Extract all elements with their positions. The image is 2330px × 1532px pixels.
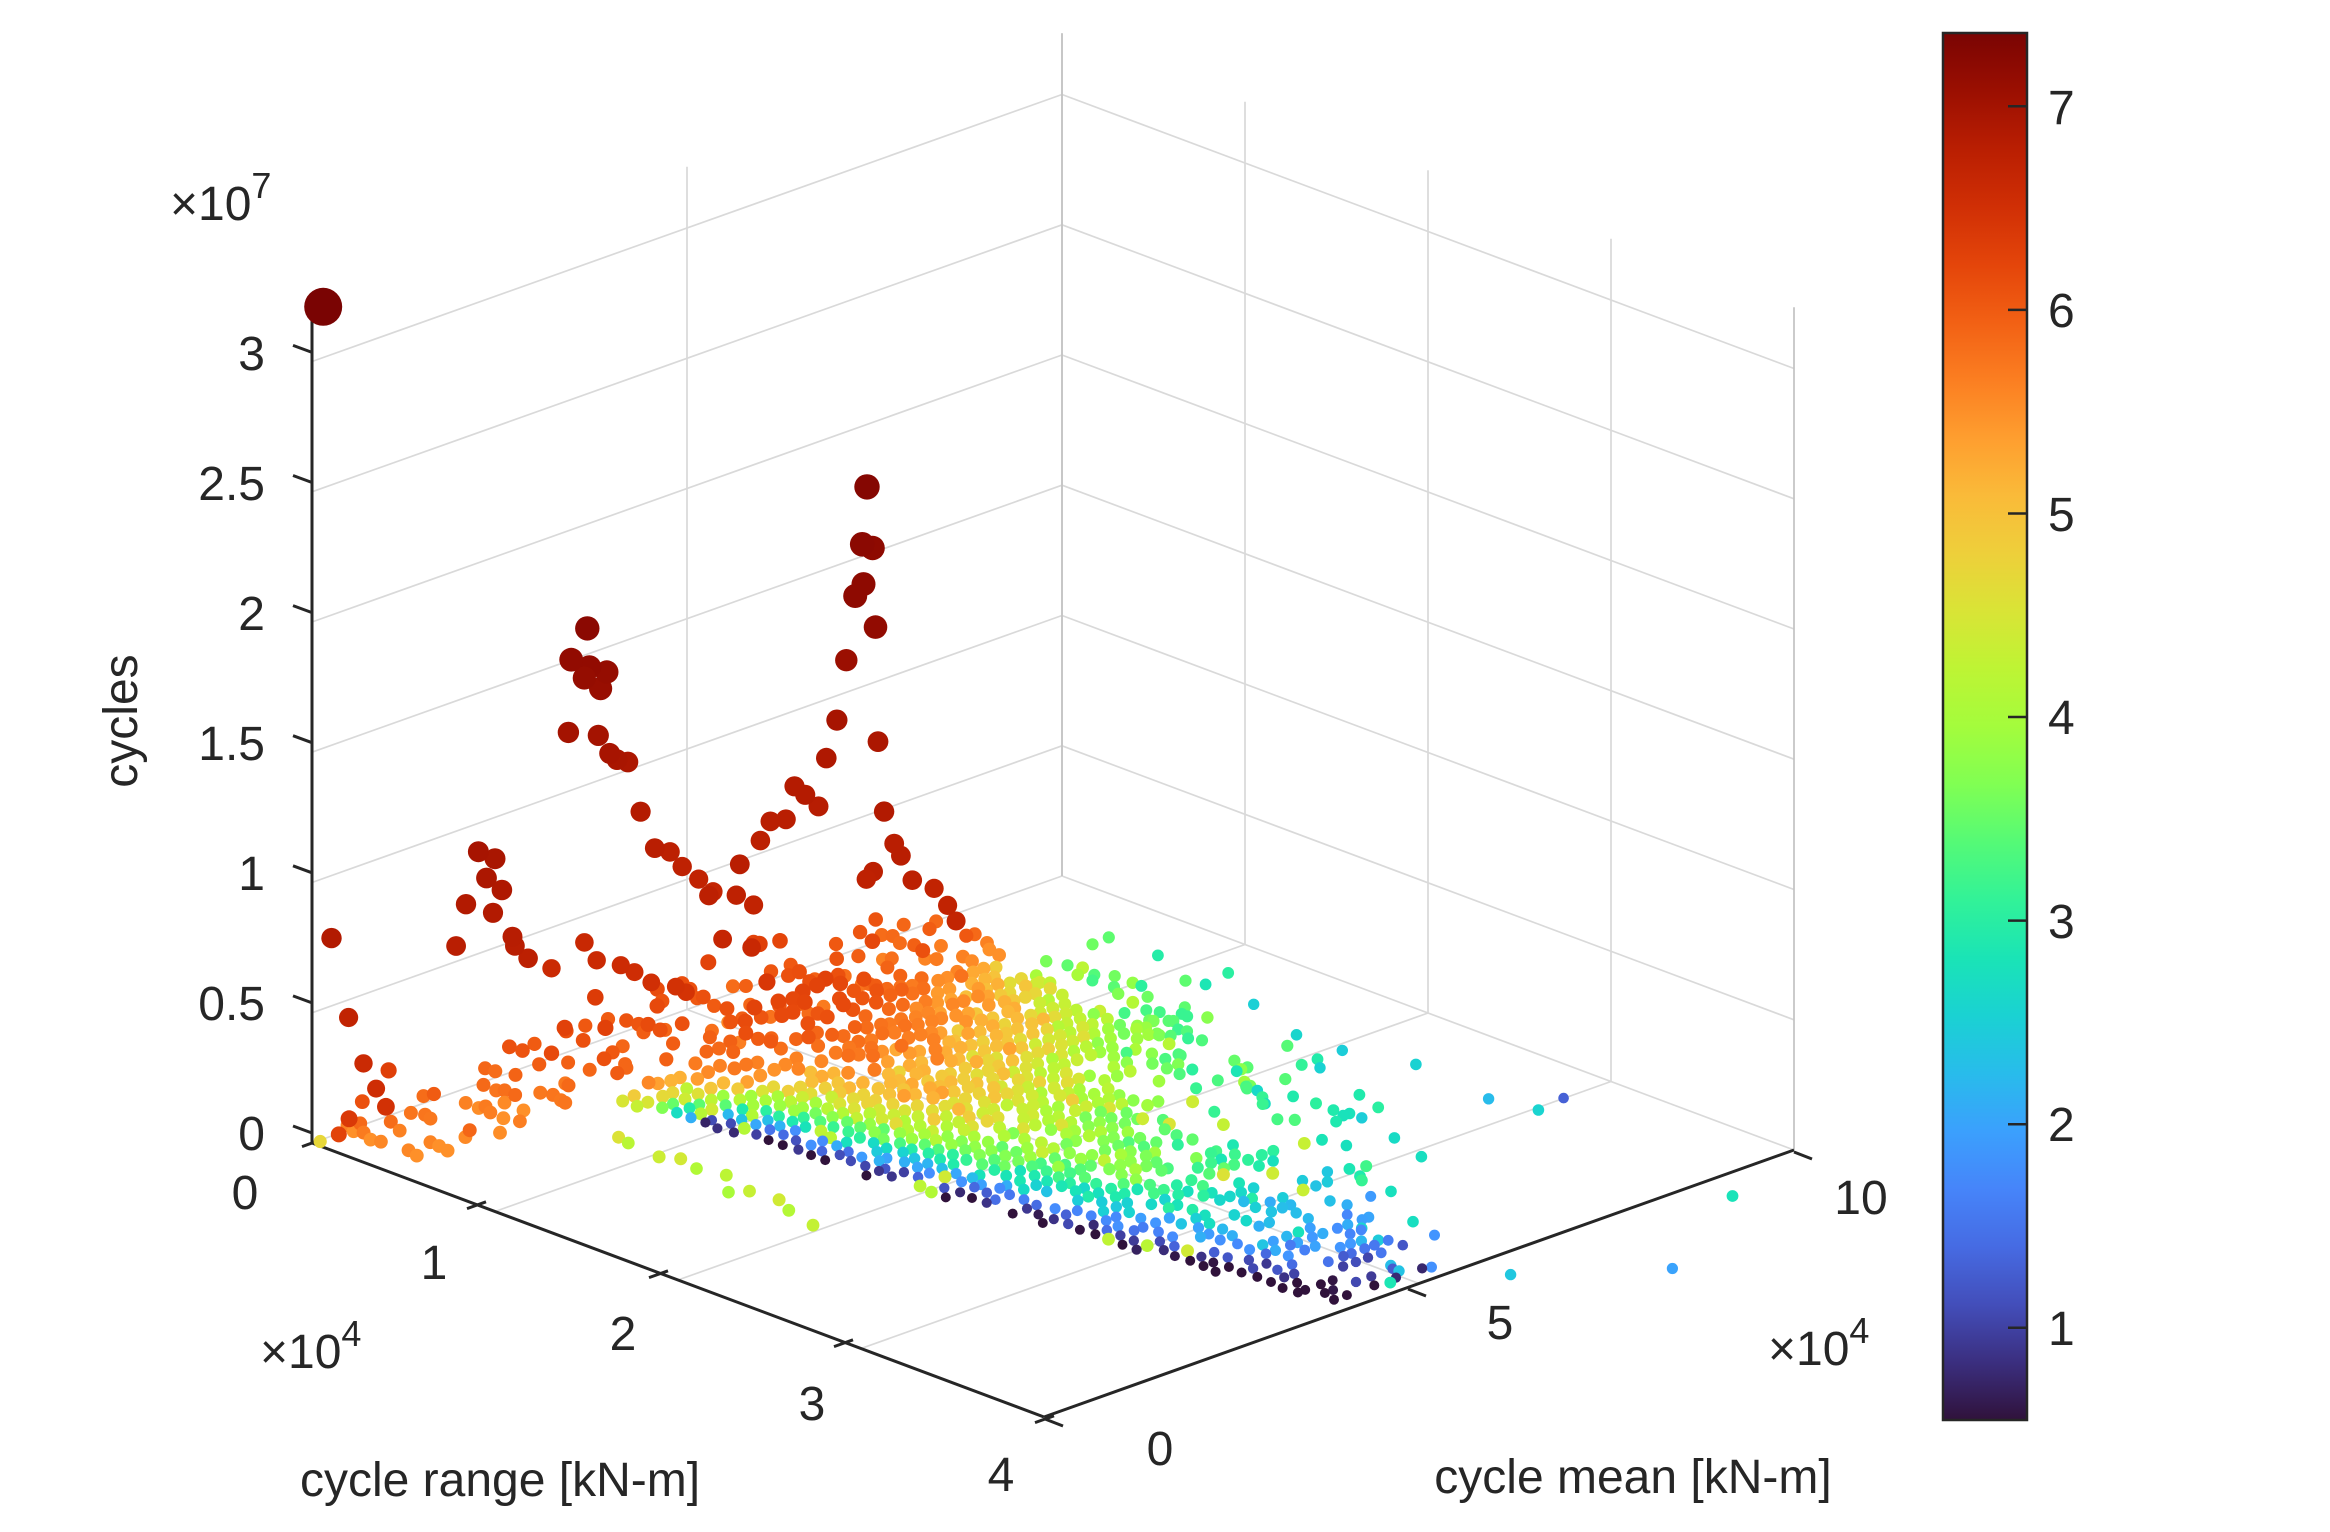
svg-text:1: 1 bbox=[2048, 1303, 2075, 1356]
svg-text:3: 3 bbox=[2048, 896, 2075, 949]
svg-text:cycle mean [kN-m]: cycle mean [kN-m] bbox=[1434, 1451, 1831, 1504]
svg-text:4: 4 bbox=[2048, 692, 2075, 745]
svg-text:cycles: cycles bbox=[95, 654, 148, 787]
svg-text:6: 6 bbox=[2048, 285, 2075, 338]
svg-text:4: 4 bbox=[988, 1449, 1015, 1502]
svg-text:cycle range [kN-m]: cycle range [kN-m] bbox=[300, 1454, 700, 1507]
svg-text:1.5: 1.5 bbox=[198, 718, 265, 771]
svg-text:0: 0 bbox=[1147, 1423, 1174, 1476]
svg-text:3: 3 bbox=[238, 328, 265, 381]
svg-text:3: 3 bbox=[799, 1378, 826, 1431]
svg-text:2: 2 bbox=[2048, 1099, 2075, 1152]
svg-text:7: 7 bbox=[2048, 82, 2075, 135]
svg-text:5: 5 bbox=[1487, 1297, 1514, 1350]
svg-text:1: 1 bbox=[421, 1237, 448, 1290]
svg-text:5: 5 bbox=[2048, 489, 2075, 542]
svg-text:2: 2 bbox=[238, 588, 265, 641]
svg-text:0: 0 bbox=[238, 1108, 265, 1161]
svg-text:2: 2 bbox=[610, 1308, 637, 1361]
svg-text:1: 1 bbox=[238, 848, 265, 901]
svg-text:0.5: 0.5 bbox=[198, 978, 265, 1031]
svg-text:2.5: 2.5 bbox=[198, 458, 265, 511]
svg-text:0: 0 bbox=[232, 1167, 259, 1220]
svg-text:10: 10 bbox=[1834, 1172, 1887, 1225]
